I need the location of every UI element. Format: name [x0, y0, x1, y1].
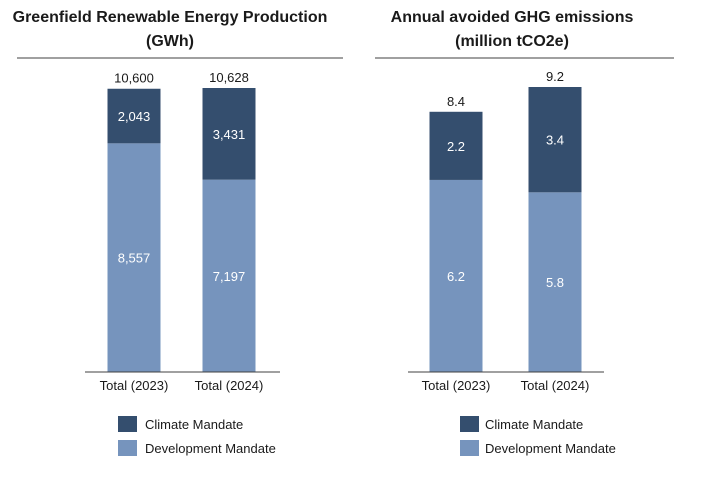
bars-group-ghg: 6.2 2.2 8.4 Total (2023) 5.8 3.4 9.2 Total (202… [422, 69, 590, 393]
legend-ghg: Climate Mandate Development Mandate [460, 416, 616, 456]
category-label-ghg-0: Total (2023) [422, 378, 491, 393]
data-label-climate-ghg-0: 2.2 [447, 139, 465, 154]
data-label-climate-gwh-0: 2,043 [118, 109, 151, 124]
bar-climate-ghg-1 [528, 87, 582, 193]
data-label-development-ghg-1: 5.8 [546, 275, 564, 290]
legend-label-climate: Climate Mandate [145, 417, 243, 432]
bar-climate-gwh-0 [107, 88, 161, 144]
legend-swatch-development [460, 440, 479, 456]
legend-label-climate: Climate Mandate [485, 417, 583, 432]
bar-climate-gwh-1 [202, 88, 256, 180]
chart-panel-gwh: Greenfield Renewable Energy Production (… [13, 9, 343, 456]
bars-group-gwh: 8,557 2,043 10,600 Total (2023) 7,197 3,431 10… [100, 70, 264, 393]
chart-subtitle-gwh: (GWh) [146, 33, 194, 50]
bar-development-ghg-1 [528, 192, 582, 372]
bar-development-ghg-0 [429, 179, 483, 372]
chart-title-gwh: Greenfield Renewable Energy Production [13, 9, 328, 26]
total-label-gwh-1: 10,628 [209, 70, 249, 85]
legend-label-development: Development Mandate [145, 441, 276, 456]
legend-swatch-climate [460, 416, 479, 432]
category-label-ghg-1: Total (2024) [521, 378, 590, 393]
data-label-climate-ghg-1: 3.4 [546, 133, 564, 148]
total-label-gwh-0: 10,600 [114, 71, 154, 86]
legend-label-development: Development Mandate [485, 441, 616, 456]
legend-gwh: Climate Mandate Development Mandate [118, 416, 276, 456]
data-label-development-ghg-0: 6.2 [447, 269, 465, 284]
legend-swatch-development [118, 440, 137, 456]
bar-development-gwh-1 [202, 179, 256, 372]
data-label-development-gwh-1: 7,197 [213, 269, 246, 284]
category-label-gwh-0: Total (2023) [100, 378, 169, 393]
chart-panel-ghg: Annual avoided GHG emissions (million tC… [375, 9, 674, 456]
chart-title-ghg: Annual avoided GHG emissions [391, 9, 634, 26]
total-label-ghg-0: 8.4 [447, 94, 465, 109]
category-label-gwh-1: Total (2024) [195, 378, 264, 393]
data-label-development-gwh-0: 8,557 [118, 251, 151, 266]
bar-development-gwh-0 [107, 143, 161, 372]
data-label-climate-gwh-1: 3,431 [213, 127, 246, 142]
bar-climate-ghg-0 [429, 111, 483, 180]
total-label-ghg-1: 9.2 [546, 69, 564, 84]
legend-swatch-climate [118, 416, 137, 432]
chart-subtitle-ghg: (million tCO2e) [455, 33, 569, 50]
